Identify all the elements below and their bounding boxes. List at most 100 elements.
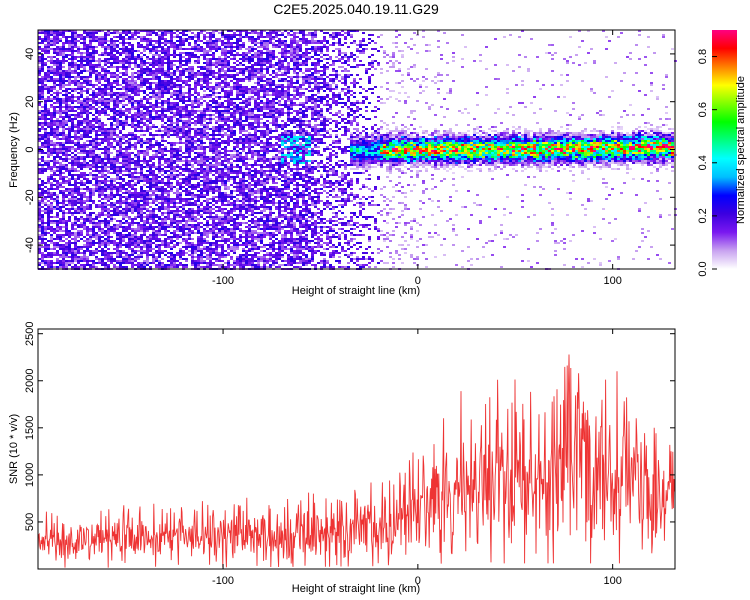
heatmap-cell [41, 254, 44, 256]
heatmap-cell [131, 114, 134, 116]
heatmap-cell [116, 114, 119, 116]
heatmap-cell [152, 260, 155, 262]
heatmap-cell [137, 230, 140, 232]
heatmap-cell [104, 138, 107, 140]
heatmap-cell [83, 76, 86, 78]
heatmap-cell [197, 208, 200, 210]
heatmap-cell [110, 142, 113, 144]
heatmap-cell [155, 74, 158, 76]
heatmap-cell [134, 250, 137, 252]
heatmap-cell [59, 46, 62, 48]
heatmap-cell [53, 178, 56, 180]
heatmap-cell [47, 72, 50, 74]
heatmap-cell [149, 170, 152, 172]
heatmap-cell [182, 220, 185, 222]
heatmap-cell [164, 38, 167, 40]
heatmap-cell [80, 208, 83, 210]
heatmap-cell [194, 72, 197, 74]
heatmap-cell [119, 38, 122, 40]
heatmap-cell [185, 54, 188, 56]
heatmap-cell [137, 238, 140, 240]
heatmap-cell [203, 252, 206, 254]
heatmap-cell [95, 190, 98, 192]
heatmap-cell [95, 144, 98, 146]
heatmap-cell [53, 48, 56, 50]
heatmap-cell [77, 192, 80, 194]
heatmap-cell [170, 134, 173, 136]
heatmap-cell [197, 82, 200, 84]
heatmap-cell [47, 190, 50, 192]
heatmap-cell [185, 124, 188, 126]
heatmap-cell [47, 224, 50, 226]
heatmap-cell [140, 238, 143, 240]
heatmap-cell [47, 34, 50, 36]
heatmap-cell [116, 152, 119, 154]
heatmap-cell [62, 176, 65, 178]
heatmap-cell [152, 82, 155, 84]
heatmap-cell [68, 118, 71, 120]
heatmap-cell [179, 70, 182, 72]
heatmap-cell [56, 220, 59, 222]
heatmap-cell [149, 240, 152, 242]
heatmap-cell [44, 244, 47, 246]
heatmap-cell [65, 254, 68, 256]
heatmap-cell [89, 240, 92, 242]
heatmap-cell [131, 122, 134, 124]
heatmap-cell [59, 222, 62, 224]
heatmap-cell [131, 90, 134, 92]
heatmap-cell [101, 46, 104, 48]
heatmap-cell [56, 58, 59, 60]
heatmap-cell [140, 74, 143, 76]
heatmap-cell [53, 96, 56, 98]
heatmap-cell [122, 82, 125, 84]
heatmap-cell [53, 238, 56, 240]
heatmap-cell [194, 130, 197, 132]
heatmap-cell [119, 260, 122, 262]
heatmap-cell [53, 88, 56, 90]
heatmap-cell [50, 168, 53, 170]
heatmap-cell [137, 222, 140, 224]
heatmap-cell [167, 72, 170, 74]
heatmap-cell [188, 70, 191, 72]
heatmap-cell [101, 206, 104, 208]
heatmap-cell [188, 228, 191, 230]
heatmap-cell [125, 70, 128, 72]
heatmap-cell [200, 202, 203, 204]
heatmap-cell [65, 212, 68, 214]
heatmap-cell [140, 86, 143, 88]
heatmap-cell [77, 206, 80, 208]
heatmap-cell [71, 248, 74, 250]
heatmap-cell [164, 266, 167, 268]
heatmap-cell [104, 98, 107, 100]
heatmap-cell [200, 88, 203, 90]
heatmap-cell [107, 82, 110, 84]
heatmap-cell [44, 196, 47, 198]
heatmap-cell [182, 212, 185, 214]
heatmap-cell [107, 160, 110, 162]
heatmap-cell [188, 78, 191, 80]
heatmap-cell [140, 204, 143, 206]
heatmap-cell [176, 80, 179, 82]
heatmap-cell [95, 160, 98, 162]
heatmap-cell [74, 242, 77, 244]
heatmap-cell [44, 34, 47, 36]
heatmap-cell [152, 78, 155, 80]
heatmap-cell [158, 54, 161, 56]
heatmap-cell [98, 112, 101, 114]
heatmap-cell [62, 36, 65, 38]
heatmap-cell [122, 216, 125, 218]
heatmap-cell [59, 230, 62, 232]
heatmap-cell [152, 220, 155, 222]
heatmap-cell [140, 160, 143, 162]
heatmap-cell [89, 208, 92, 210]
heatmap-cell [179, 154, 182, 156]
heatmap-cell [167, 166, 170, 168]
heatmap-cell [86, 122, 89, 124]
heatmap-cell [104, 94, 107, 96]
heatmap-cell [113, 128, 116, 130]
heatmap-cell [92, 30, 95, 32]
heatmap-cell [170, 104, 173, 106]
heatmap-cell [119, 178, 122, 180]
heatmap-cell [38, 58, 41, 60]
heatmap-cell [50, 256, 53, 258]
